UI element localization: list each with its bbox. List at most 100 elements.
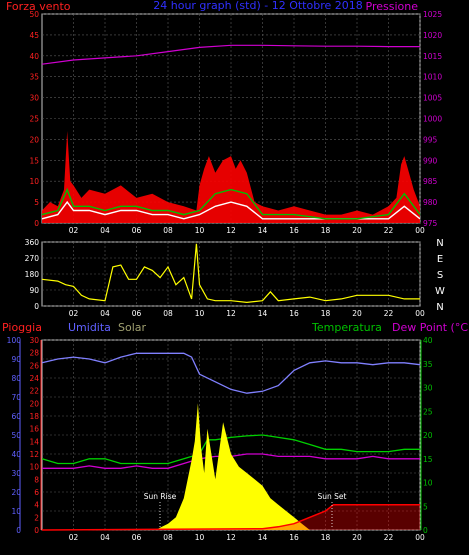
direction-y-tick-label: 270 xyxy=(25,254,40,263)
humidity-y-tick-label: 100 xyxy=(7,336,22,345)
temperature-y-tick-label: 5 xyxy=(423,502,428,511)
wind-x-tick-label: 18 xyxy=(321,226,331,235)
pressure-y-tick-label: 1000 xyxy=(423,115,442,124)
climate-x-tick-label: 08 xyxy=(163,533,173,542)
climate-panel-ticks: 02 04 06 08 10 12 14 16 18 20 22 000102030405060708… xyxy=(7,336,433,542)
direction-x-tick-label: 18 xyxy=(321,309,331,318)
climate-x-tick-label: 00 xyxy=(415,533,425,542)
rain-y-tick-label: 0 xyxy=(34,526,39,535)
humidity-y-tick-label: 70 xyxy=(11,393,21,402)
wind-strength-label: Forza vento xyxy=(6,0,71,13)
rain-y-tick-label: 4 xyxy=(34,501,39,510)
series-pressure xyxy=(41,44,420,65)
rain-y-tick-label: 22 xyxy=(29,387,39,396)
series-direction xyxy=(41,243,420,304)
wind-strength-y-tick-label: 15 xyxy=(29,156,39,165)
wind-x-tick-label: 14 xyxy=(258,226,268,235)
wind-x-tick-label: 22 xyxy=(384,226,394,235)
climate-x-tick-label: 16 xyxy=(289,533,299,542)
wind-strength-y-tick-label: 10 xyxy=(29,177,39,186)
wind-strength-y-tick-label: 40 xyxy=(29,52,39,61)
pressure-label: Pressione xyxy=(366,0,419,13)
compass-label: E xyxy=(437,254,443,265)
wind-x-tick-label: 20 xyxy=(352,226,362,235)
sun-set-annotation: Sun Set xyxy=(318,492,347,501)
wind-x-tick-label: 06 xyxy=(132,226,142,235)
pressure-y-tick-label: 1020 xyxy=(423,31,442,40)
climate-panel: 02 04 06 08 10 12 14 16 18 20 22 000102030405060708… xyxy=(2,321,469,542)
series-wind-gust xyxy=(42,131,420,223)
pressure-y-tick-label: 1010 xyxy=(423,73,442,82)
wind-x-tick-label: 02 xyxy=(69,226,79,235)
direction-x-tick-label: 14 xyxy=(258,309,268,318)
rain-y-tick-label: 20 xyxy=(29,399,39,408)
direction-x-tick-label: 16 xyxy=(289,309,299,318)
direction-x-tick-label: 20 xyxy=(352,309,362,318)
direction-x-tick-label: 10 xyxy=(195,309,205,318)
sun-rise-annotation: Sun Rise xyxy=(144,492,177,501)
rain-y-tick-label: 2 xyxy=(34,513,39,522)
humidity-y-tick-label: 90 xyxy=(11,355,21,364)
rain-y-tick-label: 30 xyxy=(29,336,39,345)
wind-x-tick-label: 12 xyxy=(226,226,236,235)
humidity-y-tick-label: 20 xyxy=(11,488,21,497)
series-solar xyxy=(42,403,420,530)
solar-label: Solar xyxy=(118,321,147,334)
wind-panel-series xyxy=(41,44,421,223)
wind-strength-y-tick-label: 0 xyxy=(34,219,39,228)
temperature-y-tick-label: 0 xyxy=(423,526,428,535)
direction-y-tick-label: 360 xyxy=(25,238,40,247)
humidity-y-tick-label: 30 xyxy=(11,469,21,478)
series-wind-avg xyxy=(41,187,421,220)
pressure-y-tick-label: 975 xyxy=(423,219,438,228)
compass-label: S xyxy=(437,270,443,281)
compass-label: N xyxy=(436,302,443,313)
rain-y-tick-label: 16 xyxy=(29,425,39,434)
direction-y-tick-label: 180 xyxy=(25,270,40,279)
wind-panel-ticks: 02 04 06 08 10 12 14 16 18 20 22 000510152025303540… xyxy=(29,10,442,235)
wind-strength-y-tick-label: 45 xyxy=(29,31,39,40)
direction-x-tick-label: 08 xyxy=(163,309,173,318)
wind-x-tick-label: 04 xyxy=(100,226,110,235)
rain-y-tick-label: 10 xyxy=(29,463,39,472)
pressure-y-tick-label: 1015 xyxy=(423,52,442,61)
climate-x-tick-label: 10 xyxy=(195,533,205,542)
compass-label: W xyxy=(435,286,445,297)
temperature-label: Temperatura xyxy=(311,321,382,334)
humidity-y-tick-label: 50 xyxy=(11,431,21,440)
wind-pressure-panel: 02 04 06 08 10 12 14 16 18 20 22 000510152025303540… xyxy=(6,0,442,235)
direction-x-tick-label: 12 xyxy=(226,309,236,318)
direction-y-tick-label: 0 xyxy=(34,302,39,311)
pressure-y-tick-label: 1025 xyxy=(423,10,442,19)
climate-x-tick-label: 06 xyxy=(132,533,142,542)
series-humidity xyxy=(41,352,421,394)
pressure-y-tick-label: 985 xyxy=(423,177,438,186)
wind-x-tick-label: 00 xyxy=(415,226,425,235)
temperature-y-tick-label: 10 xyxy=(423,479,433,488)
wind-x-tick-label: 10 xyxy=(195,226,205,235)
climate-x-tick-label: 20 xyxy=(352,533,362,542)
direction-x-tick-label: 06 xyxy=(132,309,142,318)
climate-x-tick-label: 22 xyxy=(384,533,394,542)
wind-strength-y-tick-label: 50 xyxy=(29,10,39,19)
rain-y-tick-label: 14 xyxy=(29,437,39,446)
climate-x-tick-label: 04 xyxy=(100,533,110,542)
wind-strength-y-tick-label: 20 xyxy=(29,135,39,144)
rain-y-tick-label: 28 xyxy=(29,349,39,358)
climate-x-tick-label: 02 xyxy=(69,533,79,542)
temperature-y-tick-label: 40 xyxy=(423,336,433,345)
wind-x-tick-label: 08 xyxy=(163,226,173,235)
pressure-y-tick-label: 990 xyxy=(423,156,438,165)
wind-strength-y-tick-label: 35 xyxy=(29,73,39,82)
direction-x-tick-label: 04 xyxy=(100,309,110,318)
chart-title: 24 hour graph (std) - 12 Ottobre 2018 xyxy=(153,0,362,12)
humidity-y-tick-label: 40 xyxy=(11,450,21,459)
rain-y-tick-label: 18 xyxy=(29,412,39,421)
temperature-y-tick-label: 20 xyxy=(423,431,433,440)
humidity-y-tick-label: 10 xyxy=(11,507,21,516)
rain-y-tick-label: 8 xyxy=(34,475,39,484)
pressure-y-tick-label: 995 xyxy=(423,135,438,144)
direction-x-tick-label: 02 xyxy=(69,309,79,318)
direction-x-tick-label: 22 xyxy=(384,309,394,318)
